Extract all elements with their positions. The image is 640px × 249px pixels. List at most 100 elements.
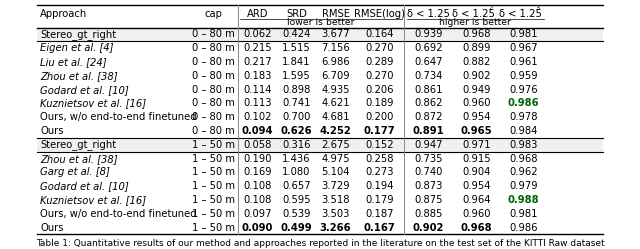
Text: 0.971: 0.971	[462, 140, 491, 150]
Text: SRD: SRD	[286, 9, 307, 19]
Text: 0.424: 0.424	[282, 29, 310, 39]
FancyBboxPatch shape	[37, 28, 603, 41]
Text: 1.841: 1.841	[282, 57, 311, 67]
Text: 1.436: 1.436	[282, 154, 311, 164]
Text: 1 – 50 m: 1 – 50 m	[192, 167, 235, 177]
Text: Ours, w/o end-to-end finetuned: Ours, w/o end-to-end finetuned	[40, 209, 197, 219]
Text: 0.169: 0.169	[243, 167, 272, 177]
Text: 4.621: 4.621	[321, 98, 350, 108]
Text: 0.862: 0.862	[414, 98, 443, 108]
Text: 0.965: 0.965	[461, 126, 492, 136]
Text: 0.734: 0.734	[414, 71, 443, 81]
Text: 2: 2	[489, 5, 493, 11]
Text: 0.861: 0.861	[414, 85, 443, 95]
Text: 0.875: 0.875	[414, 195, 443, 205]
Text: 0.979: 0.979	[509, 181, 538, 191]
Text: 0.981: 0.981	[509, 209, 538, 219]
Text: 0.962: 0.962	[509, 167, 538, 177]
Text: 0.090: 0.090	[242, 223, 273, 233]
Text: 0.740: 0.740	[414, 167, 443, 177]
Text: Godard et al. [10]: Godard et al. [10]	[40, 181, 129, 191]
Text: 0.179: 0.179	[365, 195, 394, 205]
Text: 1 – 50 m: 1 – 50 m	[192, 140, 235, 150]
Text: 0.273: 0.273	[365, 167, 394, 177]
Text: 4.975: 4.975	[321, 154, 350, 164]
Text: 0.187: 0.187	[365, 209, 394, 219]
Text: Stereo_gt_right: Stereo_gt_right	[40, 29, 116, 40]
Text: 3.518: 3.518	[321, 195, 350, 205]
Text: 5.104: 5.104	[321, 167, 350, 177]
Text: 0.626: 0.626	[281, 126, 312, 136]
Text: 0.167: 0.167	[364, 223, 396, 233]
Text: 0.954: 0.954	[462, 112, 491, 122]
Text: 1 – 50 m: 1 – 50 m	[192, 195, 235, 205]
Text: 0.986: 0.986	[508, 98, 540, 108]
Text: 0.961: 0.961	[509, 57, 538, 67]
Text: 0.108: 0.108	[243, 195, 271, 205]
Text: 3.266: 3.266	[320, 223, 351, 233]
Text: 0 – 80 m: 0 – 80 m	[192, 57, 235, 67]
Text: Kuznietsov et al. [16]: Kuznietsov et al. [16]	[40, 98, 147, 108]
Text: 0.113: 0.113	[243, 98, 272, 108]
Text: 2.675: 2.675	[321, 140, 350, 150]
Text: 0.899: 0.899	[462, 43, 491, 53]
Text: δ < 1.25: δ < 1.25	[499, 9, 541, 19]
Text: 3.729: 3.729	[321, 181, 350, 191]
Text: 4.252: 4.252	[320, 126, 351, 136]
Text: 0.114: 0.114	[243, 85, 272, 95]
Text: 0 – 80 m: 0 – 80 m	[192, 112, 235, 122]
Text: Garg et al. [8]: Garg et al. [8]	[40, 167, 110, 177]
Text: 0.960: 0.960	[462, 209, 491, 219]
Text: Liu et al. [24]: Liu et al. [24]	[40, 57, 107, 67]
Text: 0.194: 0.194	[365, 181, 394, 191]
Text: 0.289: 0.289	[365, 57, 394, 67]
Text: 0.968: 0.968	[509, 154, 538, 164]
Text: 0.062: 0.062	[243, 29, 272, 39]
Text: Stereo_gt_right: Stereo_gt_right	[40, 139, 116, 150]
Text: 0.882: 0.882	[462, 57, 491, 67]
Text: 0 – 80 m: 0 – 80 m	[192, 126, 235, 136]
Text: 0.898: 0.898	[282, 85, 310, 95]
Text: 0.872: 0.872	[414, 112, 443, 122]
Text: 0.190: 0.190	[243, 154, 272, 164]
Text: 4.681: 4.681	[321, 112, 350, 122]
Text: Ours, w/o end-to-end finetuned: Ours, w/o end-to-end finetuned	[40, 112, 197, 122]
Text: 0.316: 0.316	[282, 140, 311, 150]
Text: 1.080: 1.080	[282, 167, 310, 177]
Text: 0.983: 0.983	[509, 140, 538, 150]
Text: 0.981: 0.981	[509, 29, 538, 39]
Text: 0.258: 0.258	[365, 154, 394, 164]
Text: 0.152: 0.152	[365, 140, 394, 150]
Text: 0.741: 0.741	[282, 98, 311, 108]
Text: 3: 3	[535, 5, 540, 11]
Text: RMSE: RMSE	[321, 9, 349, 19]
Text: 1.515: 1.515	[282, 43, 311, 53]
Text: δ < 1.25: δ < 1.25	[452, 9, 495, 19]
Text: 0.967: 0.967	[509, 43, 538, 53]
Text: 1 – 50 m: 1 – 50 m	[192, 209, 235, 219]
Text: Godard et al. [10]: Godard et al. [10]	[40, 85, 129, 95]
Text: 1 – 50 m: 1 – 50 m	[192, 154, 235, 164]
Text: Zhou et al. [38]: Zhou et al. [38]	[40, 154, 118, 164]
Text: 0.904: 0.904	[462, 167, 491, 177]
Text: Ours: Ours	[40, 223, 64, 233]
Text: 0.058: 0.058	[243, 140, 271, 150]
Text: 0 – 80 m: 0 – 80 m	[192, 71, 235, 81]
Text: 6.709: 6.709	[321, 71, 350, 81]
Text: 0.692: 0.692	[414, 43, 443, 53]
FancyBboxPatch shape	[37, 138, 603, 152]
Text: 0.215: 0.215	[243, 43, 272, 53]
Text: 0.094: 0.094	[242, 126, 273, 136]
Text: Kuznietsov et al. [16]: Kuznietsov et al. [16]	[40, 195, 147, 205]
Text: 0.964: 0.964	[462, 195, 491, 205]
Text: 4.935: 4.935	[321, 85, 350, 95]
Text: cap: cap	[204, 9, 222, 19]
Text: 0.189: 0.189	[365, 98, 394, 108]
Text: 0.891: 0.891	[413, 126, 444, 136]
Text: 0.700: 0.700	[282, 112, 310, 122]
Text: 0.960: 0.960	[462, 98, 491, 108]
Text: 0.885: 0.885	[414, 209, 443, 219]
Text: 0.108: 0.108	[243, 181, 271, 191]
Text: 0 – 80 m: 0 – 80 m	[192, 85, 235, 95]
Text: 0.902: 0.902	[462, 71, 491, 81]
